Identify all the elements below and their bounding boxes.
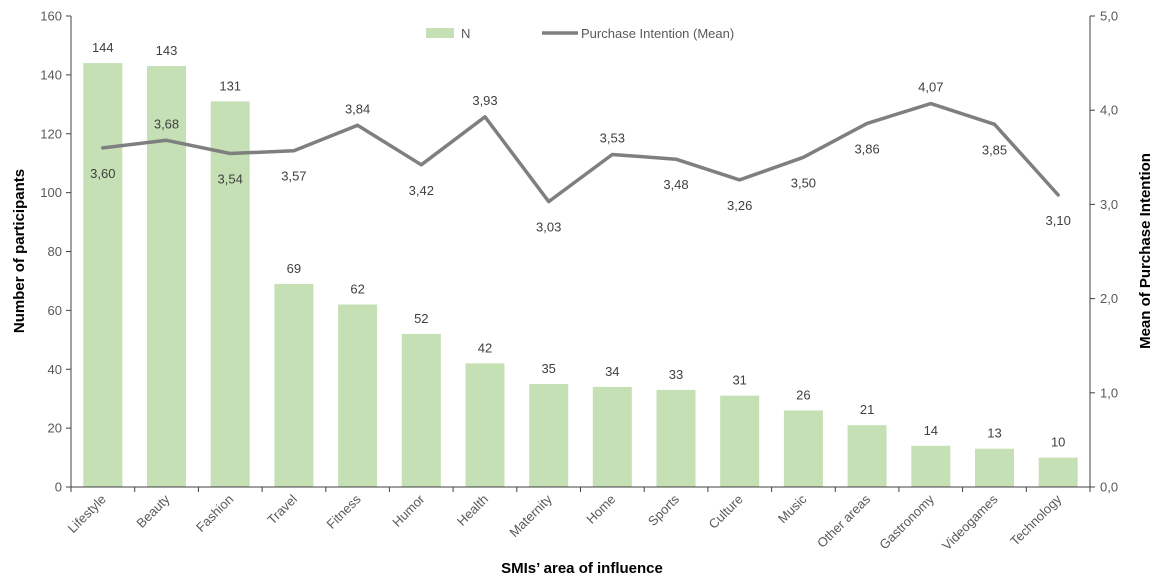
legend-label-line: Purchase Intention (Mean): [581, 26, 734, 41]
bar-8: [592, 386, 632, 487]
line-value-label-3: 3,57: [281, 169, 306, 184]
labels-layer: 144 143 131 69 62 52 42 35 34 33 31 26 21 14 13 10 3,60 3…: [90, 40, 1071, 450]
bar-1: [147, 66, 186, 487]
y2-tick-label-3: 3,0: [1100, 197, 1118, 212]
bar-3: [274, 283, 314, 487]
y-tick-label-1: 20: [48, 421, 62, 436]
bar-7: [529, 384, 569, 487]
bar-value-label-12: 21: [860, 402, 874, 417]
bars-layer: [83, 63, 1078, 488]
legend: N Purchase Intention (Mean): [426, 26, 734, 41]
line-value-label-14: 3,85: [982, 142, 1007, 157]
bar-6: [465, 363, 505, 487]
y-tick-label-0: 0: [55, 480, 62, 495]
axes-layer: 0 20 40 60 80 100 120 140 160 0,0 1,0 2,0 3,0 4,0 5,0 L…: [40, 9, 1118, 554]
line-value-label-1: 3,68: [154, 116, 179, 131]
line-value-label-2: 3,54: [218, 172, 243, 187]
y-tick-label-3: 60: [48, 303, 62, 318]
bar-value-label-1: 143: [156, 43, 178, 58]
x-tick-label-10: Culture: [706, 492, 746, 532]
y-tick-label-8: 160: [40, 9, 62, 24]
line-value-label-4: 3,84: [345, 101, 370, 116]
x-tick-label-2: Fashion: [193, 492, 236, 535]
x-tick-label-9: Sports: [645, 491, 683, 529]
y-tick-label-5: 100: [40, 185, 62, 200]
x-tick-label-11: Music: [775, 491, 810, 526]
line-value-label-10: 3,26: [727, 198, 752, 213]
bar-12: [847, 425, 887, 487]
y2-tick-label-4: 4,0: [1100, 103, 1118, 118]
bar-11: [783, 410, 823, 487]
x-tick-label-8: Home: [583, 492, 618, 527]
line-value-label-6: 3,93: [472, 93, 497, 108]
bar-13: [911, 445, 951, 487]
y2-tick-label-5: 5,0: [1100, 9, 1118, 24]
bar-9: [656, 389, 696, 487]
bar-value-label-7: 35: [541, 361, 555, 376]
bar-value-label-10: 31: [732, 373, 746, 388]
y2-tick-label-2: 2,0: [1100, 291, 1118, 306]
x-tick-label-0: Lifestyle: [65, 492, 109, 536]
bar-value-label-0: 144: [92, 40, 114, 55]
bar-value-label-8: 34: [605, 364, 619, 379]
x-tick-label-3: Travel: [264, 491, 300, 527]
bar-10: [720, 395, 760, 487]
legend-label-bar: N: [461, 26, 470, 41]
line-value-label-12: 3,86: [854, 141, 879, 156]
bar-value-label-14: 13: [987, 426, 1001, 441]
bar-value-label-13: 14: [924, 423, 938, 438]
x-tick-label-5: Humor: [389, 491, 428, 530]
line-value-label-5: 3,42: [409, 183, 434, 198]
line-value-label-8: 3,53: [600, 131, 625, 146]
bar-value-label-6: 42: [478, 340, 492, 355]
bar-value-label-3: 69: [287, 261, 301, 276]
x-tick-label-15: Technology: [1007, 491, 1064, 548]
line-value-label-9: 3,48: [663, 177, 688, 192]
x-tick-label-4: Fitness: [323, 491, 364, 532]
bar-value-label-15: 10: [1051, 435, 1065, 450]
line-value-label-0: 3,60: [90, 166, 115, 181]
x-tick-label-14: Videogames: [939, 491, 1001, 553]
y-tick-label-4: 80: [48, 244, 62, 259]
y2-tick-label-0: 0,0: [1100, 480, 1118, 495]
y2-tick-label-1: 1,0: [1100, 385, 1118, 400]
bar-14: [975, 448, 1014, 487]
bar-5: [401, 333, 441, 487]
legend-swatch-bar: [426, 28, 454, 38]
bar-0: [83, 63, 123, 487]
line-value-label-11: 3,50: [791, 175, 816, 190]
line-layer: [101, 101, 1060, 204]
bar-value-label-11: 26: [796, 388, 810, 403]
line-value-label-15: 3,10: [1046, 213, 1071, 228]
x-tick-label-13: Gastronomy: [876, 491, 937, 552]
bar-2: [210, 101, 250, 488]
x-tick-label-1: Beauty: [133, 491, 173, 531]
x-axis-title: SMIs’ area of influence: [501, 560, 663, 577]
x-tick-label-6: Health: [454, 492, 491, 529]
bar-value-label-4: 62: [350, 282, 364, 297]
y-axis-title: Number of participants: [11, 169, 28, 333]
bar-value-label-2: 131: [219, 78, 241, 93]
y-tick-label-2: 40: [48, 362, 62, 377]
bar-15: [1038, 457, 1078, 487]
bar-4: [338, 304, 378, 487]
bar-value-label-9: 33: [669, 367, 683, 382]
line-value-label-7: 3,03: [536, 220, 561, 235]
y-tick-label-7: 140: [40, 67, 62, 82]
line-value-label-13: 4,07: [918, 80, 943, 95]
x-tick-label-12: Other areas: [814, 491, 873, 550]
purchase-intention-line: [101, 101, 1060, 204]
y-tick-label-6: 120: [40, 126, 62, 141]
bar-value-label-5: 52: [414, 311, 428, 326]
x-tick-label-7: Maternity: [506, 491, 555, 540]
y2-axis-title: Mean of Purchase Intention: [1137, 153, 1154, 349]
